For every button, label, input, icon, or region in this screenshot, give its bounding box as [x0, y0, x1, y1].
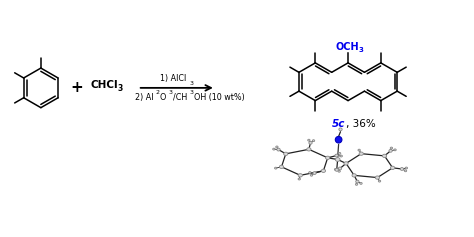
Ellipse shape [309, 172, 311, 173]
Text: , 36%: , 36% [346, 118, 376, 128]
Ellipse shape [308, 139, 310, 141]
Ellipse shape [340, 155, 342, 157]
Ellipse shape [339, 128, 342, 131]
Ellipse shape [338, 167, 342, 170]
Ellipse shape [375, 176, 380, 179]
Ellipse shape [273, 148, 275, 150]
Ellipse shape [321, 169, 326, 173]
Ellipse shape [383, 154, 387, 158]
Ellipse shape [404, 170, 407, 172]
Ellipse shape [405, 167, 408, 169]
Text: 2) Al: 2) Al [136, 93, 154, 102]
Ellipse shape [338, 152, 341, 154]
Ellipse shape [338, 170, 340, 172]
Text: 3: 3 [358, 47, 364, 54]
Ellipse shape [335, 137, 342, 143]
Ellipse shape [276, 146, 278, 148]
Ellipse shape [352, 174, 356, 177]
Text: OCH: OCH [335, 41, 359, 52]
Ellipse shape [359, 152, 364, 155]
Text: /CH: /CH [173, 93, 187, 102]
Ellipse shape [358, 149, 360, 151]
Ellipse shape [391, 166, 395, 169]
Ellipse shape [298, 174, 302, 177]
Ellipse shape [309, 141, 312, 144]
Ellipse shape [279, 165, 283, 169]
Ellipse shape [310, 174, 313, 176]
Ellipse shape [344, 162, 348, 165]
Ellipse shape [283, 152, 288, 155]
Ellipse shape [313, 172, 316, 174]
Text: CHCl: CHCl [91, 80, 118, 90]
Ellipse shape [378, 180, 381, 182]
Ellipse shape [360, 182, 362, 184]
Text: 3: 3 [189, 90, 193, 95]
Text: +: + [70, 80, 82, 95]
Text: 3: 3 [118, 84, 123, 93]
Ellipse shape [356, 183, 358, 185]
Text: 3: 3 [190, 81, 194, 86]
Ellipse shape [312, 140, 315, 142]
Ellipse shape [394, 149, 396, 151]
Ellipse shape [298, 178, 301, 180]
Ellipse shape [335, 154, 338, 157]
Ellipse shape [335, 169, 338, 171]
Text: OH (10 wt%): OH (10 wt%) [194, 93, 245, 102]
Text: 5c: 5c [332, 118, 346, 128]
Text: 1) AlCl: 1) AlCl [160, 74, 186, 83]
Ellipse shape [356, 180, 359, 183]
Ellipse shape [335, 158, 340, 161]
Ellipse shape [307, 148, 311, 151]
Ellipse shape [390, 147, 392, 149]
Ellipse shape [277, 148, 280, 151]
Ellipse shape [389, 149, 392, 152]
Text: 3: 3 [168, 90, 173, 95]
Ellipse shape [326, 156, 330, 160]
Text: O: O [160, 93, 166, 102]
Ellipse shape [334, 169, 337, 170]
Ellipse shape [400, 168, 403, 170]
Ellipse shape [274, 167, 277, 169]
Text: 2: 2 [155, 90, 159, 95]
